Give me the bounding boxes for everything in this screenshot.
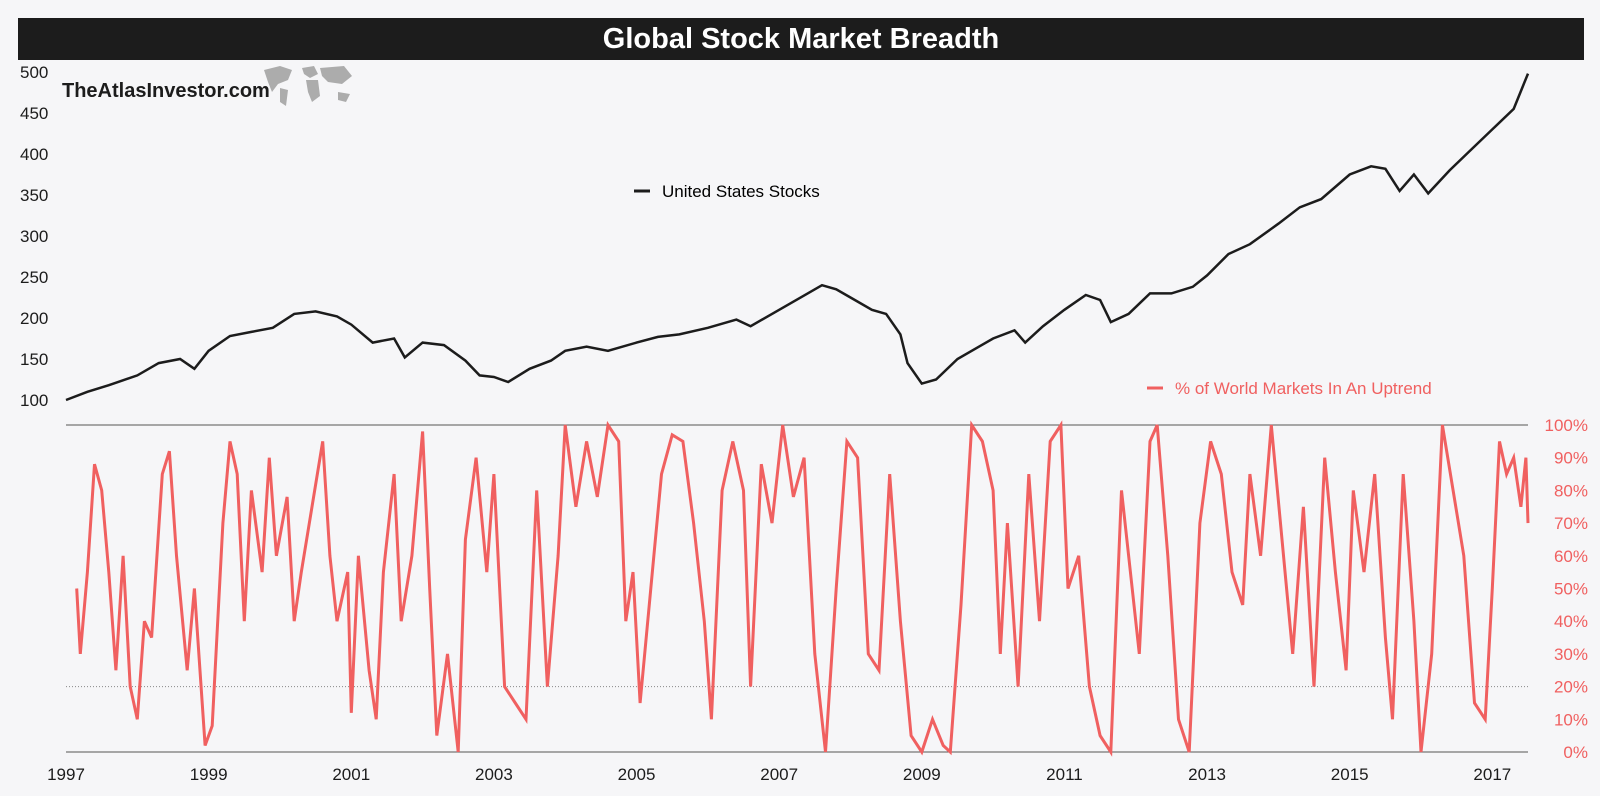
breadth-ytick-label: 50%: [1554, 580, 1588, 599]
breadth-ytick-label: 10%: [1554, 710, 1588, 729]
us-ytick-label: 100: [20, 391, 48, 410]
x-tick-label: 2017: [1473, 765, 1511, 784]
x-tick-label: 2001: [332, 765, 370, 784]
x-tick-label: 1999: [190, 765, 228, 784]
legend-us-stocks: United States Stocks: [634, 182, 820, 201]
breadth-ytick-label: 30%: [1554, 645, 1588, 664]
x-tick-label: 2007: [760, 765, 798, 784]
world-map-icon: [264, 66, 352, 106]
x-tick-label: 2011: [1046, 765, 1083, 784]
x-tick-label: 2005: [618, 765, 656, 784]
breadth-ytick-label: 100%: [1545, 416, 1588, 435]
x-tick-label: 2013: [1188, 765, 1226, 784]
us-ytick-label: 200: [20, 309, 48, 328]
us-stocks-series-line: [65, 73, 1530, 402]
x-tick-label: 2009: [903, 765, 941, 784]
us-ytick-label: 500: [20, 63, 48, 82]
us-ytick-label: 400: [20, 145, 48, 164]
breadth-ytick-label: 20%: [1554, 678, 1588, 697]
breadth-series-line: [75, 420, 1530, 757]
breadth-ytick-label: 40%: [1554, 612, 1588, 631]
breadth-ytick-label: 90%: [1554, 449, 1588, 468]
legend-breadth-label: % of World Markets In An Uptrend: [1175, 379, 1432, 398]
x-tick-label: 2003: [475, 765, 513, 784]
us-ytick-label: 150: [20, 350, 48, 369]
watermark-text: TheAtlasInvestor.com: [62, 80, 270, 102]
x-tick-label: 1997: [47, 765, 85, 784]
breadth-ytick-label: 60%: [1554, 547, 1588, 566]
breadth-ytick-label: 80%: [1554, 481, 1588, 500]
legend-us-label: United States Stocks: [662, 182, 820, 201]
breadth-ytick-label: 0%: [1563, 743, 1588, 762]
us-ytick-label: 250: [20, 268, 48, 287]
legend-breadth: % of World Markets In An Uptrend: [1147, 379, 1432, 398]
us-ytick-label: 350: [20, 186, 48, 205]
us-ytick-label: 450: [20, 104, 48, 123]
chart-title: Global Stock Market Breadth: [18, 18, 1584, 60]
x-tick-label: 2015: [1331, 765, 1369, 784]
breadth-ytick-label: 70%: [1554, 514, 1588, 533]
us-ytick-label: 300: [20, 227, 48, 246]
